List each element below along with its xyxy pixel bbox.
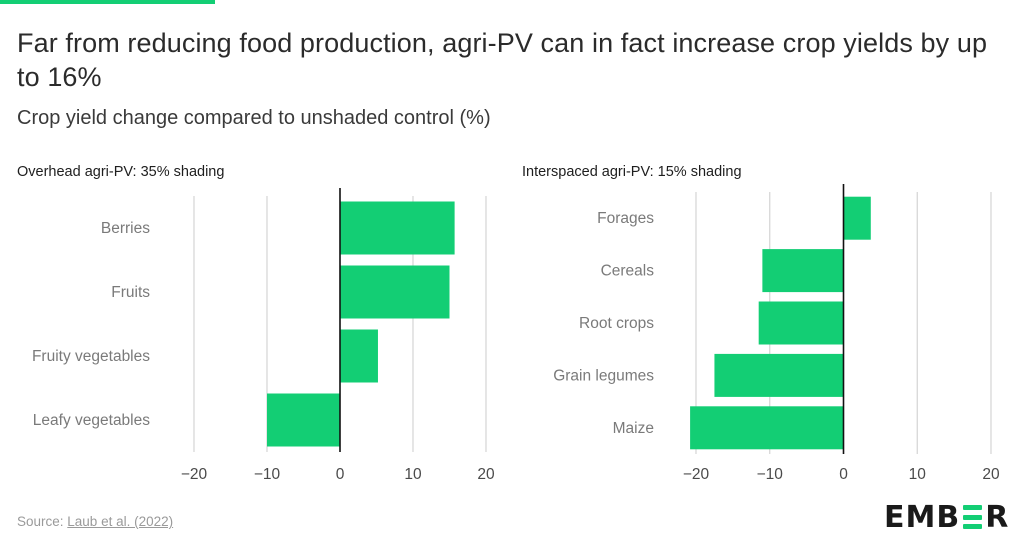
chart-title: Far from reducing food production, agri-… xyxy=(17,28,988,92)
bar-leafy-vegetables xyxy=(267,393,340,447)
bar-fruits xyxy=(340,265,450,319)
left-panel-title: Overhead agri-PV: 35% shading xyxy=(17,164,225,180)
bar-root-crops xyxy=(758,301,844,345)
category-label: Grain legumes xyxy=(553,367,654,384)
logo-e-bar-middle xyxy=(963,514,983,520)
right-bar-chart: Forages Cereals Root crops Grain legumes Mai… xyxy=(553,184,1000,483)
x-tick-label: −10 xyxy=(254,466,281,483)
x-tick-label: 20 xyxy=(477,466,495,483)
source-prefix: Source: xyxy=(17,514,68,529)
x-tick-label: 20 xyxy=(982,466,1000,483)
category-label: Root crops xyxy=(579,315,654,332)
logo-e-bar-top xyxy=(963,505,983,510)
logo-e-glyph xyxy=(963,505,983,529)
chart-subtitle: Crop yield change compared to unshaded c… xyxy=(17,107,491,129)
category-label: Maize xyxy=(613,420,654,437)
x-tick-label: 10 xyxy=(909,466,927,483)
x-tick-label: −10 xyxy=(757,466,784,483)
logo-text-left: EMB xyxy=(884,499,961,535)
ember-logo: EMB R xyxy=(884,499,1009,535)
bar-grain-legumes xyxy=(714,353,844,397)
category-label: Fruity vegetables xyxy=(32,348,150,365)
source-link[interactable]: Laub et al. (2022) xyxy=(67,514,174,529)
category-label: Berries xyxy=(101,220,150,237)
category-label: Leafy vegetables xyxy=(33,412,150,429)
x-tick-label: −20 xyxy=(181,466,208,483)
bar-maize xyxy=(690,406,844,450)
x-tick-label: 0 xyxy=(839,466,848,483)
bar-fruity-vegetables xyxy=(340,329,378,383)
source-note: Source: Laub et al. (2022) xyxy=(17,514,173,529)
right-panel-title: Interspaced agri-PV: 15% shading xyxy=(522,164,742,180)
top-accent-bar xyxy=(0,0,215,4)
bar-berries xyxy=(340,201,455,255)
category-label: Forages xyxy=(597,210,654,227)
left-bar-chart: Berries Fruits Fruity vegetables Leafy vege… xyxy=(32,188,495,483)
category-label: Fruits xyxy=(111,284,150,301)
logo-e-bar-bottom xyxy=(963,524,983,529)
bar-cereals xyxy=(762,249,844,293)
x-tick-label: 10 xyxy=(404,466,422,483)
logo-text-right: R xyxy=(985,499,1010,535)
bar-forages xyxy=(843,196,871,240)
category-label: Cereals xyxy=(601,263,655,280)
x-tick-label: −20 xyxy=(683,466,710,483)
x-tick-label: 0 xyxy=(336,466,345,483)
